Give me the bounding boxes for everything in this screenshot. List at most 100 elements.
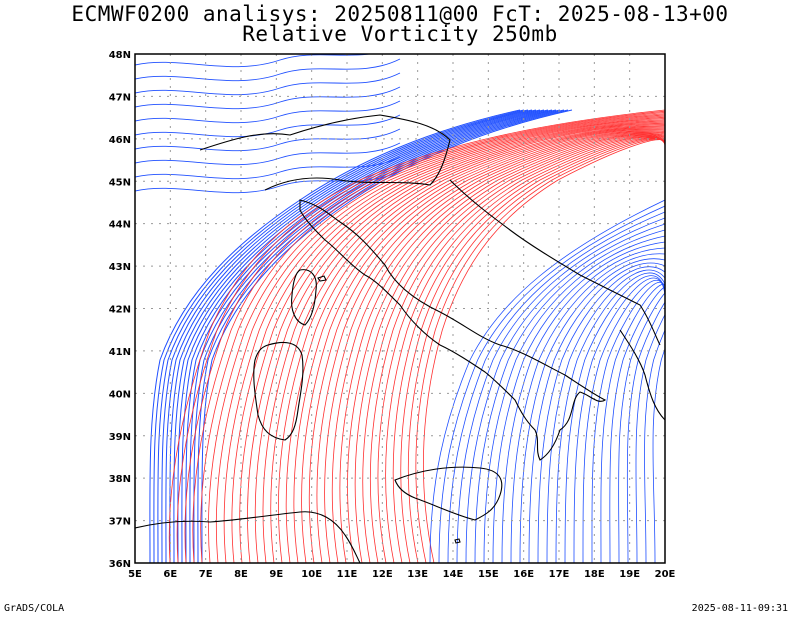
- positive-vorticity-contour: [200, 114, 665, 563]
- negative-vorticity-contour: [501, 247, 665, 563]
- lat-tick-label: 37N: [109, 517, 131, 528]
- malta-island: [454, 538, 461, 544]
- lon-tick-label: 8E: [234, 569, 248, 580]
- positive-vorticity-contour: [407, 138, 665, 563]
- lon-tick-label: 13E: [407, 569, 428, 580]
- negative-vorticity-contour: [591, 282, 665, 563]
- negative-vorticity-contour: [135, 156, 401, 180]
- negative-vorticity-contour: [193, 109, 565, 563]
- lon-tick-label: 19E: [619, 569, 640, 580]
- negative-vorticity-contour: [135, 100, 401, 124]
- positive-vorticity-contour: [247, 121, 665, 563]
- positive-vorticity-contour: [347, 133, 665, 563]
- negative-vorticity-contour: [135, 86, 401, 110]
- positive-vorticity-contour: [331, 132, 665, 563]
- lon-tick-label: 7E: [199, 569, 213, 580]
- positive-vorticity-contour: [270, 125, 665, 563]
- vorticity-contours: [135, 54, 665, 563]
- negative-vorticity-contour: [149, 109, 521, 563]
- map-title: ECMWF0200 analisys: 20250811@00 FcT: 202…: [71, 2, 729, 26]
- negative-vorticity-contour: [600, 283, 665, 563]
- positive-vorticity-contour: [208, 115, 665, 563]
- lat-tick-label: 38N: [109, 474, 131, 485]
- negative-vorticity-contour: [169, 109, 541, 563]
- negative-vorticity-contour: [135, 72, 401, 96]
- positive-vorticity-contour: [215, 116, 665, 563]
- positive-vorticity-contour: [262, 124, 665, 563]
- negative-vorticity-contour: [456, 217, 665, 563]
- positive-vorticity-contour: [231, 119, 665, 563]
- negative-vorticity-contour: [573, 277, 665, 563]
- sardinia-coastline: [253, 341, 304, 441]
- lat-tick-label: 42N: [109, 305, 131, 316]
- positive-vorticity-contour: [354, 134, 665, 563]
- lon-tick-label: 15E: [478, 569, 499, 580]
- lat-tick-label: 39N: [109, 432, 131, 443]
- negative-vorticity-contour: [609, 286, 665, 563]
- negative-vorticity-contour: [465, 223, 665, 563]
- positive-vorticity-contour: [370, 135, 665, 563]
- lat-lon-grid: [135, 54, 665, 563]
- negative-vorticity-contour: [438, 205, 665, 563]
- negative-vorticity-contour: [519, 258, 665, 563]
- positive-vorticity-contour: [415, 138, 665, 563]
- alps-border: [199, 114, 451, 191]
- negative-vorticity-contour: [635, 313, 665, 563]
- negative-vorticity-contour: [173, 109, 545, 563]
- positive-vorticity-contour: [324, 131, 665, 563]
- negative-vorticity-contour: [537, 266, 665, 563]
- adriatic-east-coast: [449, 179, 661, 346]
- negative-vorticity-contour: [153, 109, 525, 563]
- negative-vorticity-contour: [135, 128, 401, 152]
- corsica-coastline: [291, 269, 317, 326]
- positive-vorticity-contour: [278, 126, 665, 563]
- lon-tick-label: 5E: [128, 569, 142, 580]
- negative-vorticity-contour: [165, 109, 537, 563]
- positive-vorticity-contour: [239, 120, 665, 563]
- lon-tick-label: 20E: [655, 569, 676, 580]
- italy-coastline: [299, 199, 607, 461]
- sicily-coastline: [394, 466, 503, 521]
- lat-tick-label: 41N: [109, 347, 131, 358]
- positive-vorticity-contour: [316, 130, 665, 563]
- negative-vorticity-contour: [201, 109, 573, 563]
- lat-tick-label: 45N: [109, 177, 131, 188]
- positive-vorticity-contour: [423, 139, 665, 563]
- positive-vorticity-contour: [293, 128, 665, 563]
- negative-vorticity-contour: [582, 279, 665, 563]
- negative-vorticity-contour: [555, 272, 665, 563]
- lon-tick-label: 10E: [301, 569, 322, 580]
- positive-vorticity-contour: [223, 118, 665, 563]
- balkan-coastline: [619, 329, 665, 421]
- positive-vorticity-contour: [192, 113, 665, 563]
- elba-island: [317, 275, 327, 282]
- lat-tick-label: 48N: [109, 50, 131, 61]
- plot-frame: [134, 53, 666, 564]
- positive-vorticity-contour: [385, 136, 665, 563]
- negative-vorticity-contour: [429, 199, 665, 563]
- negative-vorticity-contour: [135, 58, 401, 82]
- negative-vorticity-contour: [564, 275, 665, 563]
- positive-vorticity-contour: [285, 127, 665, 563]
- negative-vorticity-contour: [510, 253, 665, 563]
- lon-tick-label: 12E: [372, 569, 393, 580]
- positive-vorticity-contour: [176, 110, 665, 563]
- map-subtitle: Relative Vorticity 250mb: [242, 22, 558, 46]
- negative-vorticity-contour: [135, 170, 401, 194]
- coastlines: [135, 114, 665, 563]
- negative-vorticity-contour: [161, 109, 533, 563]
- negative-vorticity-contour: [644, 328, 665, 563]
- positive-vorticity-contour: [184, 112, 665, 563]
- negative-vorticity-contour: [483, 235, 665, 563]
- negative-vorticity-contour: [618, 292, 665, 563]
- negative-vorticity-contour: [546, 269, 665, 563]
- africa-coastline: [135, 511, 361, 563]
- negative-vorticity-contour: [447, 211, 665, 563]
- positive-vorticity-contour: [362, 135, 665, 563]
- negative-vorticity-contour: [135, 142, 401, 166]
- negative-vorticity-contour: [181, 109, 553, 563]
- negative-vorticity-contour: [157, 109, 529, 563]
- positive-vorticity-contour: [301, 129, 665, 563]
- footer-software: GrADS/COLA: [4, 603, 65, 614]
